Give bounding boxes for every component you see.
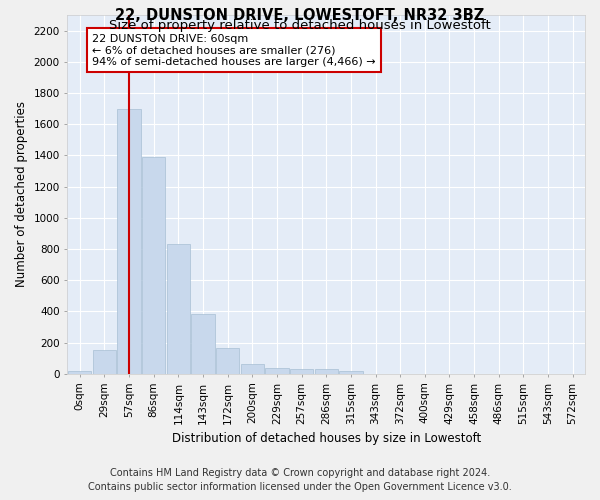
Bar [167,244,190,374]
Bar [142,157,166,374]
Bar [314,369,338,374]
Text: 22, DUNSTON DRIVE, LOWESTOFT, NR32 3BZ: 22, DUNSTON DRIVE, LOWESTOFT, NR32 3BZ [115,8,485,22]
Bar [93,350,116,374]
Text: Size of property relative to detached houses in Lowestoft: Size of property relative to detached ho… [109,19,491,32]
Text: Contains HM Land Registry data © Crown copyright and database right 2024.
Contai: Contains HM Land Registry data © Crown c… [88,468,512,492]
Bar [241,364,264,374]
Bar [265,368,289,374]
Text: 22 DUNSTON DRIVE: 60sqm
← 6% of detached houses are smaller (276)
94% of semi-de: 22 DUNSTON DRIVE: 60sqm ← 6% of detached… [92,34,376,67]
Bar [68,371,91,374]
Y-axis label: Number of detached properties: Number of detached properties [15,102,28,288]
Bar [216,348,239,374]
Bar [290,369,313,374]
Bar [118,108,141,374]
X-axis label: Distribution of detached houses by size in Lowestoft: Distribution of detached houses by size … [172,432,481,445]
Bar [191,314,215,374]
Title: Size of property relative to detached houses in Lowestoft: Size of property relative to detached ho… [0,499,1,500]
Bar [339,371,362,374]
